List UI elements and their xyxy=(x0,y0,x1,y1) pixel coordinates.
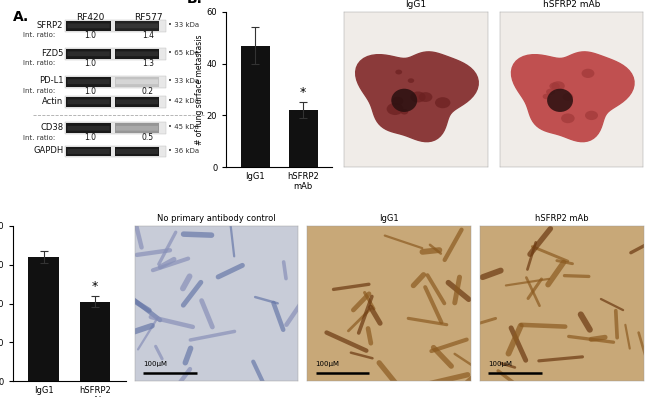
Text: A.: A. xyxy=(12,10,29,23)
Ellipse shape xyxy=(543,94,551,99)
Text: • 65 kDa: • 65 kDa xyxy=(168,50,199,56)
Text: Actin: Actin xyxy=(42,96,63,106)
FancyBboxPatch shape xyxy=(68,79,110,84)
Ellipse shape xyxy=(392,97,404,105)
Text: 0.2: 0.2 xyxy=(142,87,154,96)
Ellipse shape xyxy=(547,89,573,112)
Bar xyxy=(115,123,159,133)
Bar xyxy=(115,49,159,59)
Ellipse shape xyxy=(435,97,450,108)
Bar xyxy=(289,110,317,167)
Bar xyxy=(66,123,110,133)
Bar xyxy=(66,21,110,31)
Bar xyxy=(66,96,166,108)
Ellipse shape xyxy=(585,111,598,120)
Text: 100μM: 100μM xyxy=(488,361,512,367)
Text: 1.4: 1.4 xyxy=(142,31,154,40)
Bar xyxy=(66,76,166,88)
Text: 100μM: 100μM xyxy=(315,361,339,367)
Ellipse shape xyxy=(410,91,426,102)
Text: • 33 kDa: • 33 kDa xyxy=(168,78,200,84)
Y-axis label: # of lung surface metastasis: # of lung surface metastasis xyxy=(195,34,204,145)
Ellipse shape xyxy=(395,69,402,75)
Bar xyxy=(115,21,159,31)
FancyBboxPatch shape xyxy=(116,23,158,28)
Text: • 42 kDa: • 42 kDa xyxy=(168,98,199,104)
Ellipse shape xyxy=(391,89,417,112)
Ellipse shape xyxy=(419,92,432,102)
Bar xyxy=(115,97,159,107)
Bar xyxy=(240,46,270,167)
Text: Int. ratio:: Int. ratio: xyxy=(23,60,55,66)
Bar xyxy=(66,146,166,158)
Text: • 45 kDa: • 45 kDa xyxy=(168,125,199,131)
Text: 1.0: 1.0 xyxy=(84,133,97,143)
Bar xyxy=(66,20,166,32)
Ellipse shape xyxy=(551,81,565,91)
Ellipse shape xyxy=(408,78,414,83)
Text: Int. ratio:: Int. ratio: xyxy=(23,89,55,94)
Text: SFRP2: SFRP2 xyxy=(37,21,63,30)
Bar xyxy=(29,257,59,381)
Text: 1.0: 1.0 xyxy=(84,59,97,68)
FancyBboxPatch shape xyxy=(68,51,110,56)
Text: 1.3: 1.3 xyxy=(142,59,154,68)
Text: Int. ratio:: Int. ratio: xyxy=(23,33,55,39)
FancyBboxPatch shape xyxy=(116,51,158,56)
Text: • 33 kDa: • 33 kDa xyxy=(168,22,200,28)
Text: *: * xyxy=(300,85,306,98)
Text: B.: B. xyxy=(187,0,202,6)
Text: IgG1: IgG1 xyxy=(380,214,399,223)
Bar xyxy=(66,97,110,107)
Bar xyxy=(66,48,166,60)
Ellipse shape xyxy=(546,89,555,95)
Text: RF577: RF577 xyxy=(134,13,162,23)
Bar xyxy=(66,147,110,156)
Text: PD-L1: PD-L1 xyxy=(39,77,63,85)
Text: GAPDH: GAPDH xyxy=(33,146,63,155)
Polygon shape xyxy=(356,52,478,142)
FancyBboxPatch shape xyxy=(68,149,110,154)
Text: 100μM: 100μM xyxy=(143,361,167,367)
Text: IgG1: IgG1 xyxy=(405,0,426,9)
Text: hSFRP2 mAb: hSFRP2 mAb xyxy=(543,0,600,9)
FancyBboxPatch shape xyxy=(116,100,158,104)
Text: hSFRP2 mAb: hSFRP2 mAb xyxy=(535,214,588,223)
Ellipse shape xyxy=(582,69,594,78)
FancyBboxPatch shape xyxy=(116,149,158,154)
FancyBboxPatch shape xyxy=(68,23,110,28)
Bar xyxy=(115,77,159,87)
Text: 0.5: 0.5 xyxy=(142,133,154,143)
Ellipse shape xyxy=(561,114,575,123)
FancyBboxPatch shape xyxy=(68,100,110,104)
Ellipse shape xyxy=(562,93,573,101)
Text: No primary antibody control: No primary antibody control xyxy=(157,214,276,223)
Text: 1.0: 1.0 xyxy=(84,87,97,96)
Bar xyxy=(66,49,110,59)
Bar xyxy=(66,77,110,87)
Ellipse shape xyxy=(549,83,560,90)
Bar xyxy=(66,122,166,134)
Bar xyxy=(115,147,159,156)
Bar xyxy=(79,302,110,381)
Text: • 36 kDa: • 36 kDa xyxy=(168,148,200,154)
Text: RF420: RF420 xyxy=(77,13,105,23)
Polygon shape xyxy=(512,52,634,142)
Text: FZD5: FZD5 xyxy=(41,48,63,58)
Text: 1.0: 1.0 xyxy=(84,31,97,40)
Text: *: * xyxy=(92,280,98,293)
FancyBboxPatch shape xyxy=(68,126,110,131)
Ellipse shape xyxy=(400,109,408,114)
Text: Int. ratio:: Int. ratio: xyxy=(23,135,55,141)
Ellipse shape xyxy=(387,103,404,115)
FancyBboxPatch shape xyxy=(116,126,158,131)
FancyBboxPatch shape xyxy=(116,79,158,84)
Text: CD38: CD38 xyxy=(40,123,63,132)
